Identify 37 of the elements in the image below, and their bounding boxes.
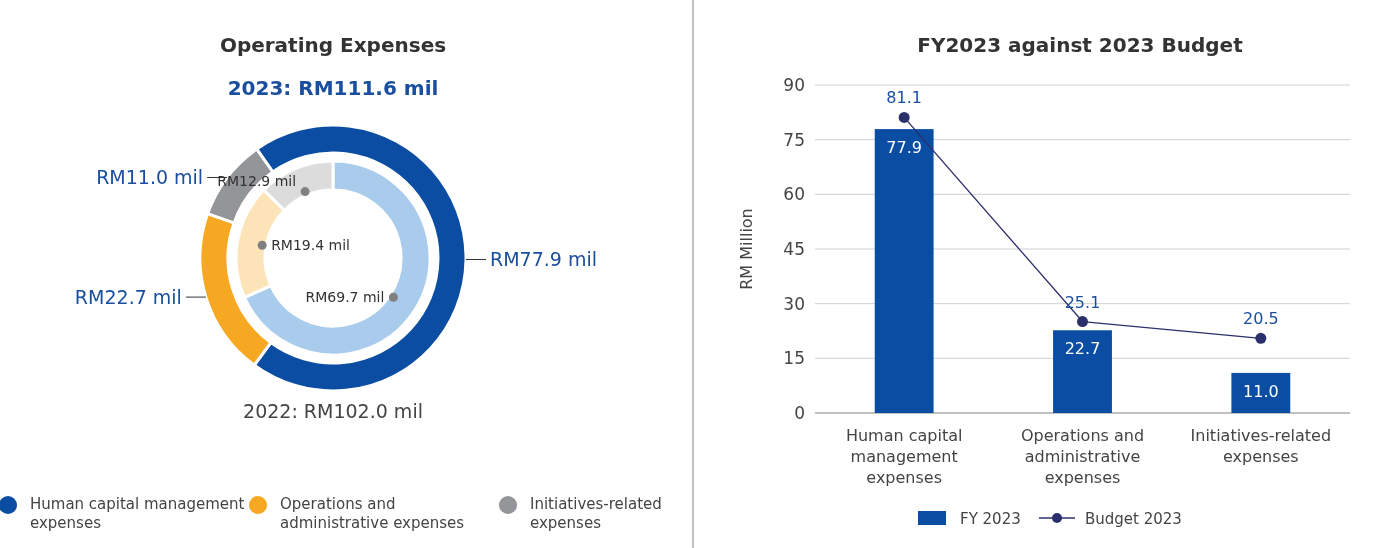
data-label: 81.1 xyxy=(886,88,922,108)
data-label: RM11.0 mil xyxy=(96,166,204,189)
slice-label: 2023: RM111.6 mil xyxy=(227,76,439,100)
text: 2022: RM102.0 mil xyxy=(243,400,423,422)
data-label: 77.9 xyxy=(886,138,922,158)
data-label: RM77.9 mil xyxy=(489,248,598,271)
legend-label: FY 2023 xyxy=(960,510,1021,528)
x-tick-label: Operations and administrative expenses xyxy=(1020,426,1145,487)
point xyxy=(898,111,910,123)
data-label: RM69.7 mil xyxy=(305,289,385,306)
bar xyxy=(874,129,934,413)
data-label: 20.5 xyxy=(1243,309,1279,329)
data-label: RM19.4 mil xyxy=(271,237,351,254)
legend-label: Budget 2023 xyxy=(1085,510,1182,528)
bar xyxy=(1053,330,1112,413)
y-tick-label: 0 xyxy=(794,403,805,423)
data-label: RM22.7 mil xyxy=(74,286,182,309)
data-label: 22.7 xyxy=(1064,339,1101,359)
legend-label: Initiatives-related expenses xyxy=(530,495,662,532)
y-tick-label: 75 xyxy=(783,129,805,150)
data-label: 11.0 xyxy=(1243,381,1279,401)
chart-title: Operating Expenses xyxy=(219,33,447,57)
legend-label: Operations and administrative expenses xyxy=(280,495,465,532)
y-tick-label: 60 xyxy=(783,184,805,205)
chart-title: FY2023 against 2023 Budget xyxy=(917,33,1244,57)
point xyxy=(1255,332,1267,344)
point xyxy=(1077,316,1088,328)
legend-label: Human capital management expenses xyxy=(30,495,245,532)
y-axis-title: RM Million xyxy=(737,208,756,290)
x-tick-label: Initiatives-related expenses xyxy=(1190,426,1332,466)
y-tick-label: 30 xyxy=(783,293,805,314)
bar xyxy=(1231,372,1291,413)
data-label: 25.1 xyxy=(1064,292,1101,312)
y-tick-label: 90 xyxy=(783,75,805,95)
y-tick-label: 45 xyxy=(783,239,805,259)
x-tick-label: Human capital management expenses xyxy=(845,426,963,487)
y-tick-label: 15 xyxy=(783,348,805,369)
